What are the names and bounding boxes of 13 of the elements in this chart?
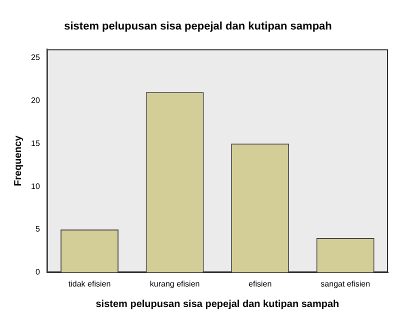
y-tick-label: 15	[30, 138, 40, 148]
y-tick-label: 25	[30, 52, 40, 62]
x-axis-title: sistem pelupusan sisa pepejal dan kutipan sampah	[96, 298, 340, 310]
x-tick-label: kurang efisien	[150, 279, 200, 288]
y-tick-label: 10	[30, 182, 40, 191]
chart-title: sistem pelupusan sisa pepejal dan kutipan sampah	[64, 20, 332, 33]
x-tick-label: efisien	[248, 279, 272, 288]
x-tick-label: tidak efisien	[68, 279, 111, 288]
y-axis-title: Frequency	[12, 135, 24, 186]
y-tick-label: 20	[30, 96, 40, 105]
y-tick-label: 5	[35, 224, 40, 234]
y-tick-label: 0	[35, 268, 40, 277]
x-tick-label: sangat efisien	[320, 279, 370, 288]
